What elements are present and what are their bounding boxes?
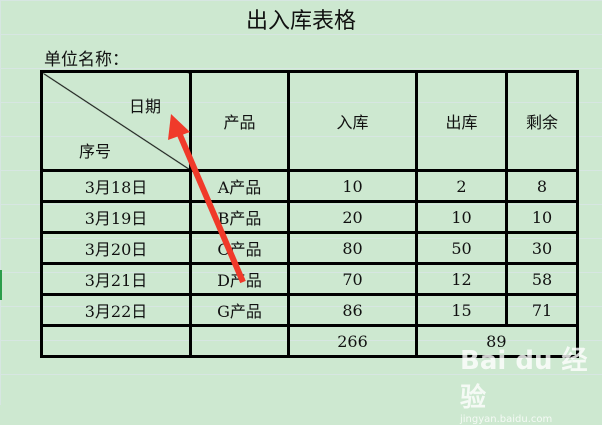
header-row: 日期 序号 产品 入库 出库 剩余 xyxy=(40,70,579,172)
header-product[interactable]: 产品 xyxy=(189,70,290,172)
cell-remain[interactable]: 8 xyxy=(505,169,579,203)
cell-out[interactable]: 10 xyxy=(415,200,508,234)
cell-out[interactable]: 50 xyxy=(415,231,508,265)
arrow-shaft xyxy=(177,133,246,284)
red-arrow-annotation xyxy=(168,114,246,284)
table-row: 3月20日 C产品 80 50 30 xyxy=(40,231,579,265)
row-indicator xyxy=(0,270,2,300)
sheet-title: 出入库表格 xyxy=(245,9,356,34)
inventory-table: 日期 序号 产品 入库 出库 剩余 3月18日 A产品 10 2 8 3月19日 B产品 20… xyxy=(40,70,579,358)
watermark-brand: Bai du 经验 xyxy=(460,346,588,413)
cell-remain[interactable]: 58 xyxy=(505,262,579,296)
header-seq: 序号 xyxy=(79,142,112,161)
cell-out[interactable]: 15 xyxy=(415,293,508,327)
cell-product[interactable]: G产品 xyxy=(189,293,290,327)
cell-product[interactable]: A产品 xyxy=(189,169,290,203)
cell-date[interactable]: 3月19日 xyxy=(40,200,192,234)
totals-row: 266 89 xyxy=(40,324,579,358)
header-in[interactable]: 入库 xyxy=(287,70,418,172)
cell[interactable] xyxy=(506,324,579,358)
cell-date[interactable]: 3月18日 xyxy=(40,169,192,203)
cell-in[interactable]: 80 xyxy=(287,231,418,265)
cell-remain[interactable]: 10 xyxy=(505,200,579,234)
cell-in[interactable]: 70 xyxy=(287,262,418,296)
arrow-head-icon xyxy=(168,114,190,140)
total-out[interactable]: 89 xyxy=(415,324,507,358)
watermark-url: jingyan.baidu.com xyxy=(460,414,553,425)
cell-out[interactable]: 12 xyxy=(415,262,508,296)
cell-out[interactable]: 2 xyxy=(415,169,508,203)
cell-date[interactable]: 3月21日 xyxy=(40,262,192,296)
watermark: Bai du 经验 jingyan.baidu.com xyxy=(460,340,602,425)
cell-in[interactable]: 20 xyxy=(287,200,418,234)
table-row: 3月22日 G产品 86 15 71 xyxy=(40,293,579,327)
cell-product[interactable]: B产品 xyxy=(189,200,290,234)
cell-date[interactable]: 3月22日 xyxy=(40,293,192,327)
header-date: 日期 xyxy=(129,97,162,116)
table-row: 3月19日 B产品 20 10 10 xyxy=(40,200,579,234)
cell-in[interactable]: 10 xyxy=(287,169,418,203)
cell-in[interactable]: 86 xyxy=(287,293,418,327)
cell[interactable] xyxy=(40,324,192,358)
header-out[interactable]: 出库 xyxy=(415,70,508,172)
table-row: 3月18日 A产品 10 2 8 xyxy=(40,169,579,203)
header-remain[interactable]: 剩余 xyxy=(505,70,579,172)
total-in[interactable]: 266 xyxy=(287,324,418,358)
cell[interactable] xyxy=(189,324,290,358)
diagonal-header-cell[interactable]: 日期 序号 xyxy=(40,70,192,172)
unit-label: 单位名称： xyxy=(44,50,129,70)
cell-remain[interactable]: 71 xyxy=(505,293,579,327)
cell-remain[interactable]: 30 xyxy=(505,231,579,265)
cell-date[interactable]: 3月20日 xyxy=(40,231,192,265)
